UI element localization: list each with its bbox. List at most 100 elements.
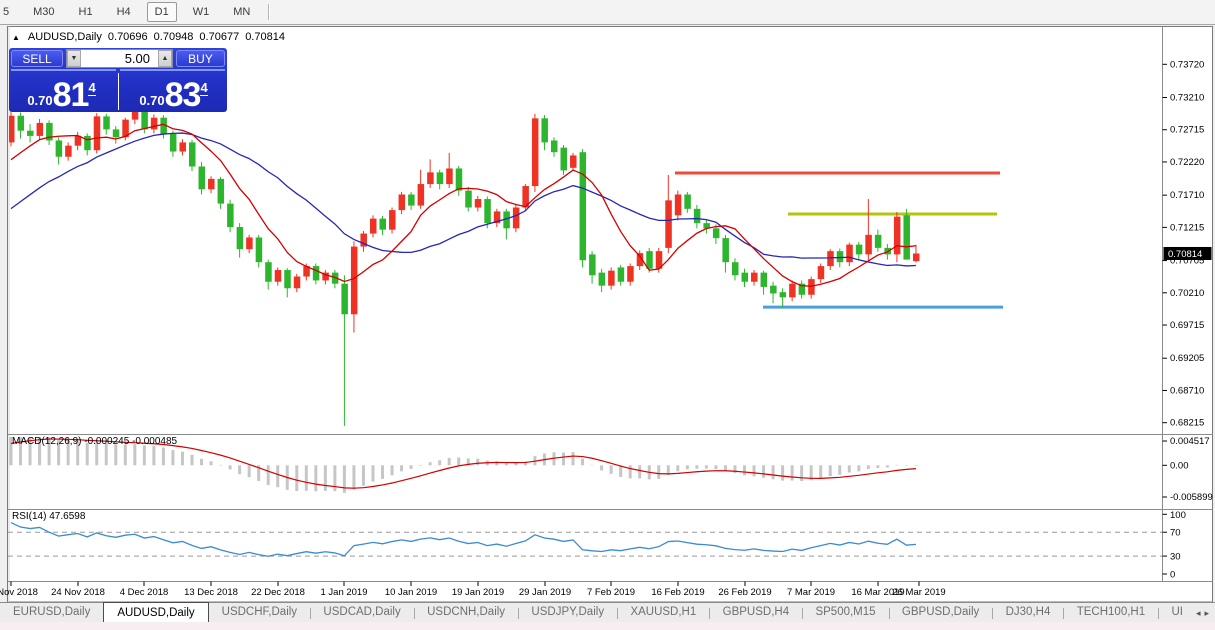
candle <box>531 118 539 187</box>
ma-fast-line <box>10 123 917 287</box>
svg-text:10 Jan 2019: 10 Jan 2019 <box>385 587 437 598</box>
timeframe-button-5[interactable]: 5 <box>3 6 10 18</box>
timeframe-button-d1[interactable]: D1 <box>146 2 177 22</box>
candle <box>417 184 425 206</box>
svg-text:24 Nov 2018: 24 Nov 2018 <box>51 587 105 598</box>
macd-name: MACD(12,26,9) <box>12 436 82 447</box>
buy-price-big: 83 <box>164 76 202 114</box>
macd-panel: 0.004517 0.00 -0.005899 <box>9 436 1213 503</box>
candle <box>703 223 710 229</box>
tab-ui[interactable]: UI <box>1171 606 1183 618</box>
svg-text:0.71710: 0.71710 <box>1170 190 1204 201</box>
svg-text:1 Jan 2019: 1 Jan 2019 <box>320 587 367 598</box>
tabs-scroll-left-icon[interactable]: ◂ <box>1195 607 1201 618</box>
candle <box>208 178 215 190</box>
candle <box>46 122 53 141</box>
buy-button[interactable]: BUY <box>176 50 225 67</box>
tab-usdchf-daily[interactable]: USDCHF,Daily <box>221 606 298 618</box>
candle <box>779 292 787 298</box>
ohlc-high: 0.70948 <box>153 31 194 43</box>
candle <box>293 276 301 289</box>
candle <box>646 251 653 269</box>
tab-usdcad-daily[interactable]: USDCAD,Daily <box>323 606 401 618</box>
sell-price[interactable]: 0.70 81 4 <box>9 71 114 112</box>
tab-eurusd-daily[interactable]: EURUSD,Daily <box>13 606 91 618</box>
svg-text:0.70705: 0.70705 <box>1170 256 1204 267</box>
candle <box>655 251 663 269</box>
timeframe-button-m30[interactable]: M30 <box>33 6 55 18</box>
candle <box>798 283 806 295</box>
sell-button[interactable]: SELL <box>11 50 63 67</box>
timeframe-button-mn[interactable]: MN <box>233 6 251 18</box>
candle <box>179 142 186 152</box>
tab-gbpusd-daily[interactable]: GBPUSD,Daily <box>901 606 980 618</box>
timeframe-toolbar: 5 M30 H1 H4 D1 W1 MN <box>0 0 1215 25</box>
candle <box>274 270 282 282</box>
volume-decrease-button[interactable]: ▼ <box>67 50 81 67</box>
candle <box>560 147 568 171</box>
candle <box>227 203 234 228</box>
candle <box>389 210 396 230</box>
candles <box>9 107 920 426</box>
candle <box>617 267 625 282</box>
candle <box>236 227 244 250</box>
trade-panel-top-row: SELL ▼ 5.00 ▲ BUY <box>9 48 227 69</box>
svg-text:0.71215: 0.71215 <box>1170 222 1204 233</box>
candle <box>760 272 768 287</box>
tab-gbpusd-h4[interactable]: GBPUSD,H4 <box>722 606 790 618</box>
svg-text:22 Dec 2018: 22 Dec 2018 <box>251 587 305 598</box>
tab-tech100-h1[interactable]: TECH100,H1 <box>1076 606 1146 618</box>
candle <box>808 279 815 295</box>
tabs-scroll-right-icon[interactable]: ▸ <box>1204 607 1210 618</box>
candle <box>731 262 739 276</box>
candle <box>284 270 291 289</box>
ohlc-close: 0.70814 <box>245 31 285 43</box>
candle <box>65 145 72 157</box>
candle <box>74 135 82 146</box>
svg-text:0.72715: 0.72715 <box>1170 125 1204 136</box>
status-strip <box>0 622 1215 630</box>
tab-sp500-m15[interactable]: SP500,M15 <box>815 606 876 618</box>
tab-xauusd-h1[interactable]: XAUUSD,H1 <box>630 606 697 618</box>
candle <box>436 172 444 185</box>
rsi-label: RSI(14) 47.6598 <box>12 511 85 522</box>
expand-triangle-icon[interactable]: ▲ <box>12 32 20 42</box>
candle <box>836 251 844 263</box>
ohlc-open: 0.70696 <box>107 31 148 43</box>
candle <box>570 155 577 168</box>
svg-text:29 Jan 2019: 29 Jan 2019 <box>519 587 571 598</box>
svg-text:0.69715: 0.69715 <box>1170 320 1204 331</box>
candle <box>217 178 225 204</box>
candle <box>188 142 196 167</box>
svg-text:0.68710: 0.68710 <box>1170 385 1204 396</box>
tab-audusd-daily[interactable]: AUDUSD,Daily <box>103 602 209 623</box>
svg-text:0.73720: 0.73720 <box>1170 59 1204 70</box>
buy-price-prefix: 0.70 <box>139 93 165 108</box>
candle <box>903 215 910 260</box>
svg-text:4 Dec 2018: 4 Dec 2018 <box>120 587 169 598</box>
svg-text:0: 0 <box>1170 570 1175 581</box>
volume-increase-button[interactable]: ▲ <box>158 50 172 67</box>
candle <box>265 262 272 282</box>
volume-input[interactable]: 5.00 <box>124 51 150 66</box>
candle <box>722 238 729 263</box>
candle <box>474 199 482 208</box>
tab-usdcnh-daily[interactable]: USDCNH,Daily <box>427 606 506 618</box>
timeframe-button-w1[interactable]: W1 <box>192 6 210 18</box>
svg-text:26 Mar 2019: 26 Mar 2019 <box>892 587 945 598</box>
macd-values: -0.000245 -0.000485 <box>84 436 178 447</box>
price-axis: 0.73720 0.73210 0.72715 0.72220 0.71710 0.712… <box>1162 59 1212 429</box>
tab-dj30-h4[interactable]: DJ30,H4 <box>1005 606 1051 618</box>
candle <box>874 234 882 248</box>
macd-label: MACD(12,26,9) -0.000245 -0.000485 <box>12 436 177 447</box>
svg-text:70: 70 <box>1170 528 1181 539</box>
timeframe-button-h1[interactable]: H1 <box>78 6 93 18</box>
buy-price[interactable]: 0.70 83 4 <box>121 71 226 112</box>
one-click-trading-panel: SELL ▼ 5.00 ▲ BUY 0.70 81 4 0.70 83 4 <box>9 48 227 112</box>
timeframe-button-h4[interactable]: H4 <box>116 6 131 18</box>
candle <box>550 140 558 153</box>
candle <box>712 228 720 239</box>
tab-usdjpy-daily[interactable]: USDJPY,Daily <box>531 606 605 618</box>
rsi-line <box>10 521 917 557</box>
